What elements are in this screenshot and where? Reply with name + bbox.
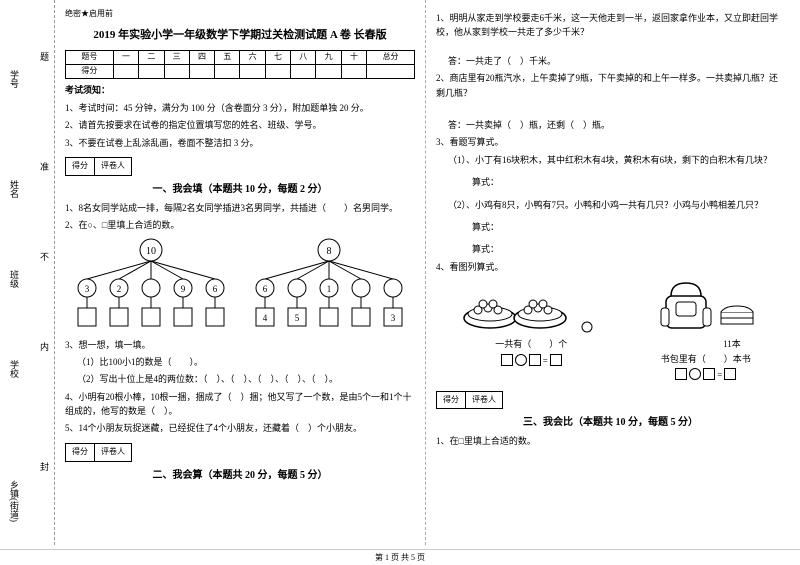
left-column: 绝密★启用前 2019 年实验小学一年级数学下学期过关检测试题 A 卷 长春版 … (55, 0, 425, 545)
pic1-label: 一共有（ ）个 (460, 337, 602, 351)
q2-2: 2、商店里有20瓶汽水，上午卖掉了9瓶，下午卖掉的和上午一样多。一共卖掉几瓶？还… (436, 71, 785, 100)
picture-row: 一共有（ ）个 = 11本 书包里有（ ）本书 (436, 278, 785, 383)
dash-4: 准 (40, 160, 49, 173)
section-3-title: 三、我会比（本题共 10 分，每题 5 分） (436, 415, 785, 431)
svg-text:10: 10 (146, 246, 156, 257)
score-label: 得分 (437, 392, 466, 409)
notice-head: 考试须知： (65, 83, 415, 97)
pic1-boxes: = (460, 354, 602, 368)
grader-label: 评卷人 (466, 392, 502, 409)
single-ball-icon (572, 307, 602, 337)
svg-text:3: 3 (85, 284, 90, 294)
q2-3a-calc: 算式： (460, 175, 785, 189)
svg-text:5: 5 (295, 313, 300, 323)
svg-text:2: 2 (117, 284, 122, 294)
margin-township: 乡镇(街道) (8, 480, 21, 522)
binding-margin: 乡镇(街道) 学校 班级 姓名 学号 封 内 不 准 题 (0, 0, 55, 545)
notice-3: 3、不要在试卷上乱涂乱画，卷面不整洁扣 3 分。 (65, 136, 415, 150)
pic2-label: 书包里有（ ）本书 (651, 352, 761, 366)
q2-1-ans: 答：一共走了（ ）千米。 (436, 54, 785, 68)
exam-title: 2019 年实验小学一年级数学下学期过关检测试题 A 卷 长春版 (65, 27, 415, 45)
q2-3a: （1）、小丁有16块积木，其中红积木有4块，黄积木有6块，剩下的白积木有几块？ (436, 153, 785, 167)
section-2-title: 二、我会算（本题共 20 分，每题 5 分） (65, 468, 415, 484)
q2-2-ans: 答：一共卖掉（ ）瓶，还剩（ ）瓶。 (436, 118, 785, 132)
q1-3a: （1）比100小1的数是（ ）。 (65, 355, 415, 369)
margin-name: 姓名 (8, 180, 21, 198)
score-table: 题号一二三四五六七八九十总分 得分 (65, 50, 415, 79)
q2-4: 4、看图列算式。 (436, 260, 785, 274)
dash-2: 内 (40, 340, 49, 353)
q2-1: 1、明明从家走到学校要走6千米，这一天他走到一半，返回家拿作业本，又立即赶回学校… (436, 11, 785, 40)
q1-2: 2、在○、□里填上合适的数。 (65, 218, 415, 232)
score-box-1: 得分 评卷人 (65, 157, 132, 176)
q1-1: 1、8名女同学站成一排，每隔2名女同学插进3名男同学，共插进（ ）名男同学。 (65, 201, 415, 215)
score-box-3: 得分 评卷人 (436, 391, 503, 410)
score-label: 得分 (66, 444, 95, 461)
pic2-count: 11本 (651, 337, 761, 351)
q2-3: 3、看题写算式。 (436, 135, 785, 149)
svg-text:8: 8 (327, 246, 332, 257)
secrecy-mark: 绝密★启用前 (65, 8, 415, 21)
pic-plates: 一共有（ ）个 = (460, 278, 602, 383)
pic2-boxes: = (651, 368, 761, 382)
q2-3b: （2）、小鸡有8只，小鸭有7只。小鸭和小鸡一共有几只？小鸡与小鸭相差几只？ (436, 198, 785, 212)
q2-3b-calc1: 算式： (460, 220, 785, 234)
tree-right: 8 6 1 4 5 3 (244, 238, 414, 333)
q1-4: 4、小明有20根小棒，10根一捆，捆成了（ ）捆；他又写了一个数，是由5个一和1… (65, 390, 415, 419)
margin-school: 学校 (8, 360, 21, 378)
margin-class: 班级 (8, 270, 21, 288)
dash-1: 封 (40, 460, 49, 473)
page-footer: 第 1 页 共 5 页 (0, 549, 800, 563)
score-box-2: 得分 评卷人 (65, 443, 132, 462)
grader-label: 评卷人 (95, 444, 131, 461)
svg-text:9: 9 (181, 284, 186, 294)
svg-text:1: 1 (327, 284, 332, 294)
score-label: 得分 (66, 158, 95, 175)
notice-1: 1、考试时间：45 分钟，满分为 100 分（含卷面分 3 分），附加题单独 2… (65, 101, 415, 115)
svg-text:6: 6 (213, 284, 218, 294)
svg-text:4: 4 (263, 313, 268, 323)
q1-3b: （2）写出十位上是4的两位数：（ ）、（ ）、（ ）、（ ）、（ ）。 (65, 372, 415, 386)
section-1-title: 一、我会填（本题共 10 分，每题 2 分） (65, 182, 415, 198)
q1-3: 3、想一想，填一填。 (65, 338, 415, 352)
q1-5: 5、14个小朋友玩捉迷藏，已经捉住了4个小朋友，还藏着（ ）个小朋友。 (65, 421, 415, 435)
dash-5: 题 (40, 50, 49, 63)
tree-left: 10 3 2 9 6 (66, 238, 236, 333)
q2-3b-calc2: 算式： (460, 242, 785, 256)
margin-id: 学号 (8, 70, 21, 88)
dash-3: 不 (40, 250, 49, 263)
pic-bag: 11本 书包里有（ ）本书 = (651, 278, 761, 383)
q3-1: 1、在□里填上合适的数。 (436, 434, 785, 448)
notice-2: 2、请首先按要求在试卷的指定位置填写您的姓名、班级、学号。 (65, 118, 415, 132)
bag-books-icon (651, 278, 761, 333)
right-column: 1、明明从家走到学校要走6千米，这一天他走到一半，返回家拿作业本，又立即赶回学校… (425, 0, 795, 545)
grader-label: 评卷人 (95, 158, 131, 175)
svg-text:3: 3 (391, 313, 396, 323)
plates-icon (460, 278, 570, 333)
tree-diagrams: 10 3 2 9 6 8 6 1 4 5 3 (65, 236, 415, 335)
svg-text:6: 6 (263, 284, 268, 294)
